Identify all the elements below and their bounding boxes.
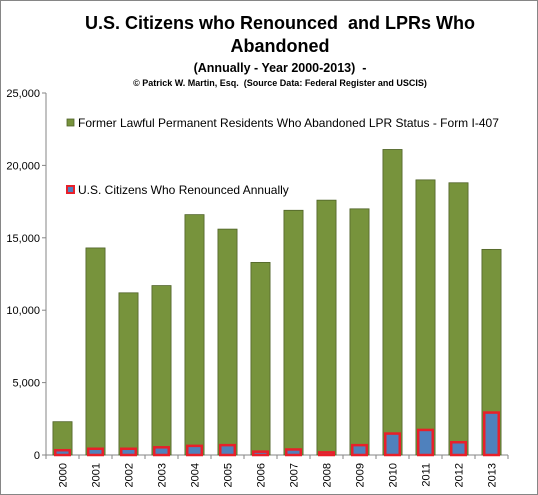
lpr-bar-2006 [250,262,271,456]
x-tick-label: 2003 [157,463,169,487]
x-tick-label: 2005 [223,463,235,487]
citizen-bar-2002 [120,447,137,457]
x-tick-label: 2007 [289,463,301,487]
legend-swatch-citizen [66,185,75,194]
y-tick-label: 15,000 [6,233,40,245]
legend-swatch-lpr [66,118,75,127]
y-tick-label: 10,000 [6,305,40,317]
x-tick-label: 2006 [256,463,268,487]
citizen-bar-2011 [417,428,434,457]
chart-title: U.S. Citizens who Renounced and LPRs Who… [80,12,480,58]
lpr-bar-2009 [349,208,370,456]
chart-title-line2: Abandoned [230,36,330,56]
chart-subtitle: (Annually - Year 2000-2013) - [193,61,367,75]
lpr-bar-2005 [217,228,238,456]
x-tick-label: 2004 [190,463,202,487]
y-tick-label: 5,000 [12,378,40,390]
x-tick-label: 2012 [454,463,466,487]
x-tick-label: 2013 [487,463,499,487]
x-tick-label: 2000 [58,463,70,487]
citizen-bar-2010 [384,432,401,457]
citizen-bar-2013 [483,411,500,457]
lpr-series-bars [52,149,502,456]
citizen-bar-2000 [54,448,71,457]
citizen-series-bars [54,411,500,457]
chart-title-line1: U.S. Citizens who Renounced and LPRs Who [84,13,475,33]
x-tick-label: 2010 [388,463,400,487]
lpr-bar-2008 [316,199,337,456]
lpr-bar-2001 [85,247,106,456]
x-tick-label: 2011 [421,463,433,487]
citizen-bar-2006 [252,450,269,457]
citizen-bar-2004 [186,444,203,457]
y-tick-label: 25,000 [6,88,40,100]
citizen-bar-2007 [285,448,302,457]
citizen-bar-2012 [450,440,467,457]
y-tick-label: 0 [34,450,40,462]
citizen-bar-2005 [219,443,236,457]
lpr-bar-2007 [283,209,304,456]
citizen-bar-2009 [351,443,368,457]
x-tick-label: 2009 [355,463,367,487]
lpr-bar-2003 [151,285,172,456]
legend: Former Lawful Permanent Residents Who Ab… [66,116,499,197]
x-tick-label: 2002 [124,463,136,487]
lpr-bar-2004 [184,214,205,456]
x-tick-label: 2001 [91,463,103,487]
legend-label-citizen: U.S. Citizens Who Renounced Annually [78,183,289,197]
chart-credit: © Patrick W. Martin, Esq. (Source Data: … [133,78,427,88]
legend-label-lpr: Former Lawful Permanent Residents Who Ab… [78,116,499,130]
lpr-bar-2012 [448,182,469,456]
y-tick-label: 20,000 [6,160,40,172]
lpr-bar-2011 [415,179,436,456]
x-tick-label: 2008 [322,463,334,487]
citizen-bar-2003 [153,446,170,457]
lpr-bar-2002 [118,292,139,456]
citizen-bar-2001 [87,447,104,457]
citizen-bar-2008 [318,451,335,457]
lpr-bar-2010 [382,149,403,456]
